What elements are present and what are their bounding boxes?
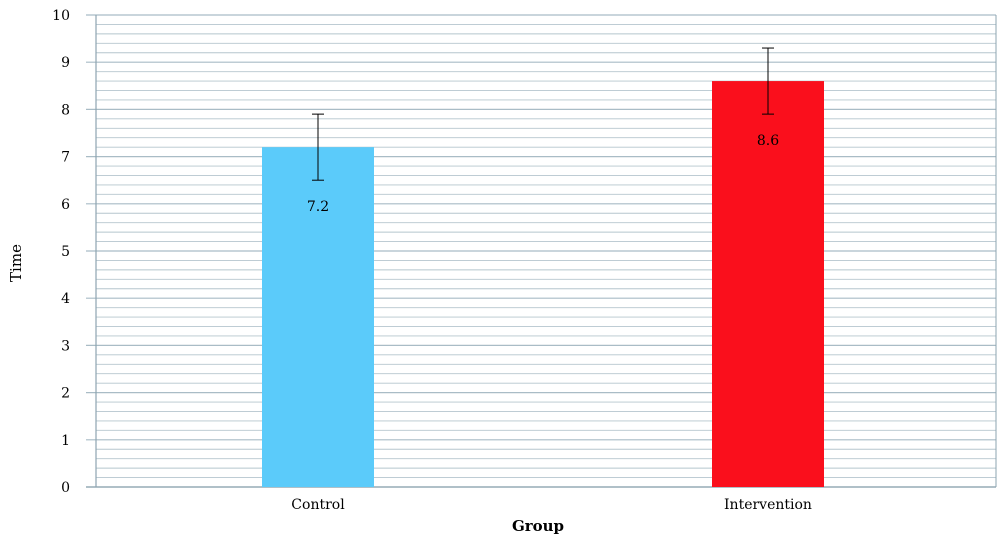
- x-axis-ticks: Control Intervention: [291, 497, 812, 513]
- y-axis-title: Time: [7, 244, 25, 282]
- data-label: 8.6: [757, 133, 779, 149]
- data-label: 7.2: [307, 199, 329, 215]
- y-tick-label: 8: [61, 102, 70, 118]
- y-tick-label: 5: [61, 244, 70, 260]
- y-tick-label: 1: [61, 433, 70, 449]
- bar: [712, 81, 824, 487]
- y-tick-label: 6: [61, 197, 70, 213]
- y-tick-label: 10: [52, 8, 70, 24]
- y-tick-label: 2: [61, 386, 70, 402]
- x-tick-label: Control: [291, 497, 345, 513]
- error-bars: [312, 47, 774, 181]
- axes: [86, 15, 997, 488]
- x-axis-title: Group: [512, 517, 564, 535]
- gridlines: [86, 14, 996, 488]
- y-tick-label: 4: [61, 291, 70, 307]
- bars: [262, 81, 824, 487]
- y-axis-ticks: 0 1 2 3 4 5 6 7 8 9 10: [52, 8, 70, 496]
- y-tick-label: 9: [61, 55, 70, 71]
- y-tick-label: 3: [61, 338, 70, 354]
- data-labels: 7.2 8.6: [307, 133, 779, 215]
- y-tick-label: 0: [61, 480, 70, 496]
- bar: [262, 147, 374, 487]
- x-tick-label: Intervention: [724, 497, 812, 513]
- y-tick-label: 7: [61, 150, 70, 166]
